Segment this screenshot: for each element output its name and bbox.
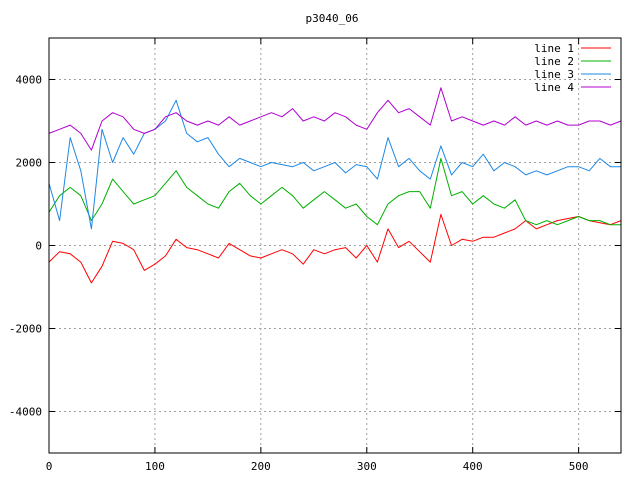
axis-ticks: 0 100 200 300 400 500 -4000 -2000 0 2000 4000 xyxy=(9,38,621,473)
chart-title: p3040_06 xyxy=(306,12,359,25)
y-tick-label: -2000 xyxy=(9,323,42,336)
y-tick-label: 0 xyxy=(35,240,42,253)
x-tick-label: 300 xyxy=(357,460,377,473)
y-tick-label: 2000 xyxy=(16,157,43,170)
x-tick-label: 0 xyxy=(46,460,53,473)
plot-frame xyxy=(48,37,622,454)
series-line-3 xyxy=(48,99,621,230)
legend-label: line 2 xyxy=(534,55,574,68)
x-tick-label: 200 xyxy=(251,460,271,473)
series-line-4 xyxy=(48,87,622,151)
grid xyxy=(49,38,621,453)
y-tick-label: 4000 xyxy=(16,74,43,87)
legend-label: line 4 xyxy=(534,81,574,94)
x-tick-label: 100 xyxy=(145,460,165,473)
legend-label: line 3 xyxy=(534,68,574,81)
series-line-2 xyxy=(48,157,621,226)
legend-label: line 1 xyxy=(534,42,574,55)
y-tick-label: -4000 xyxy=(9,406,42,419)
x-tick-label: 500 xyxy=(569,460,589,473)
series-lines xyxy=(48,87,622,284)
x-tick-label: 400 xyxy=(463,460,483,473)
